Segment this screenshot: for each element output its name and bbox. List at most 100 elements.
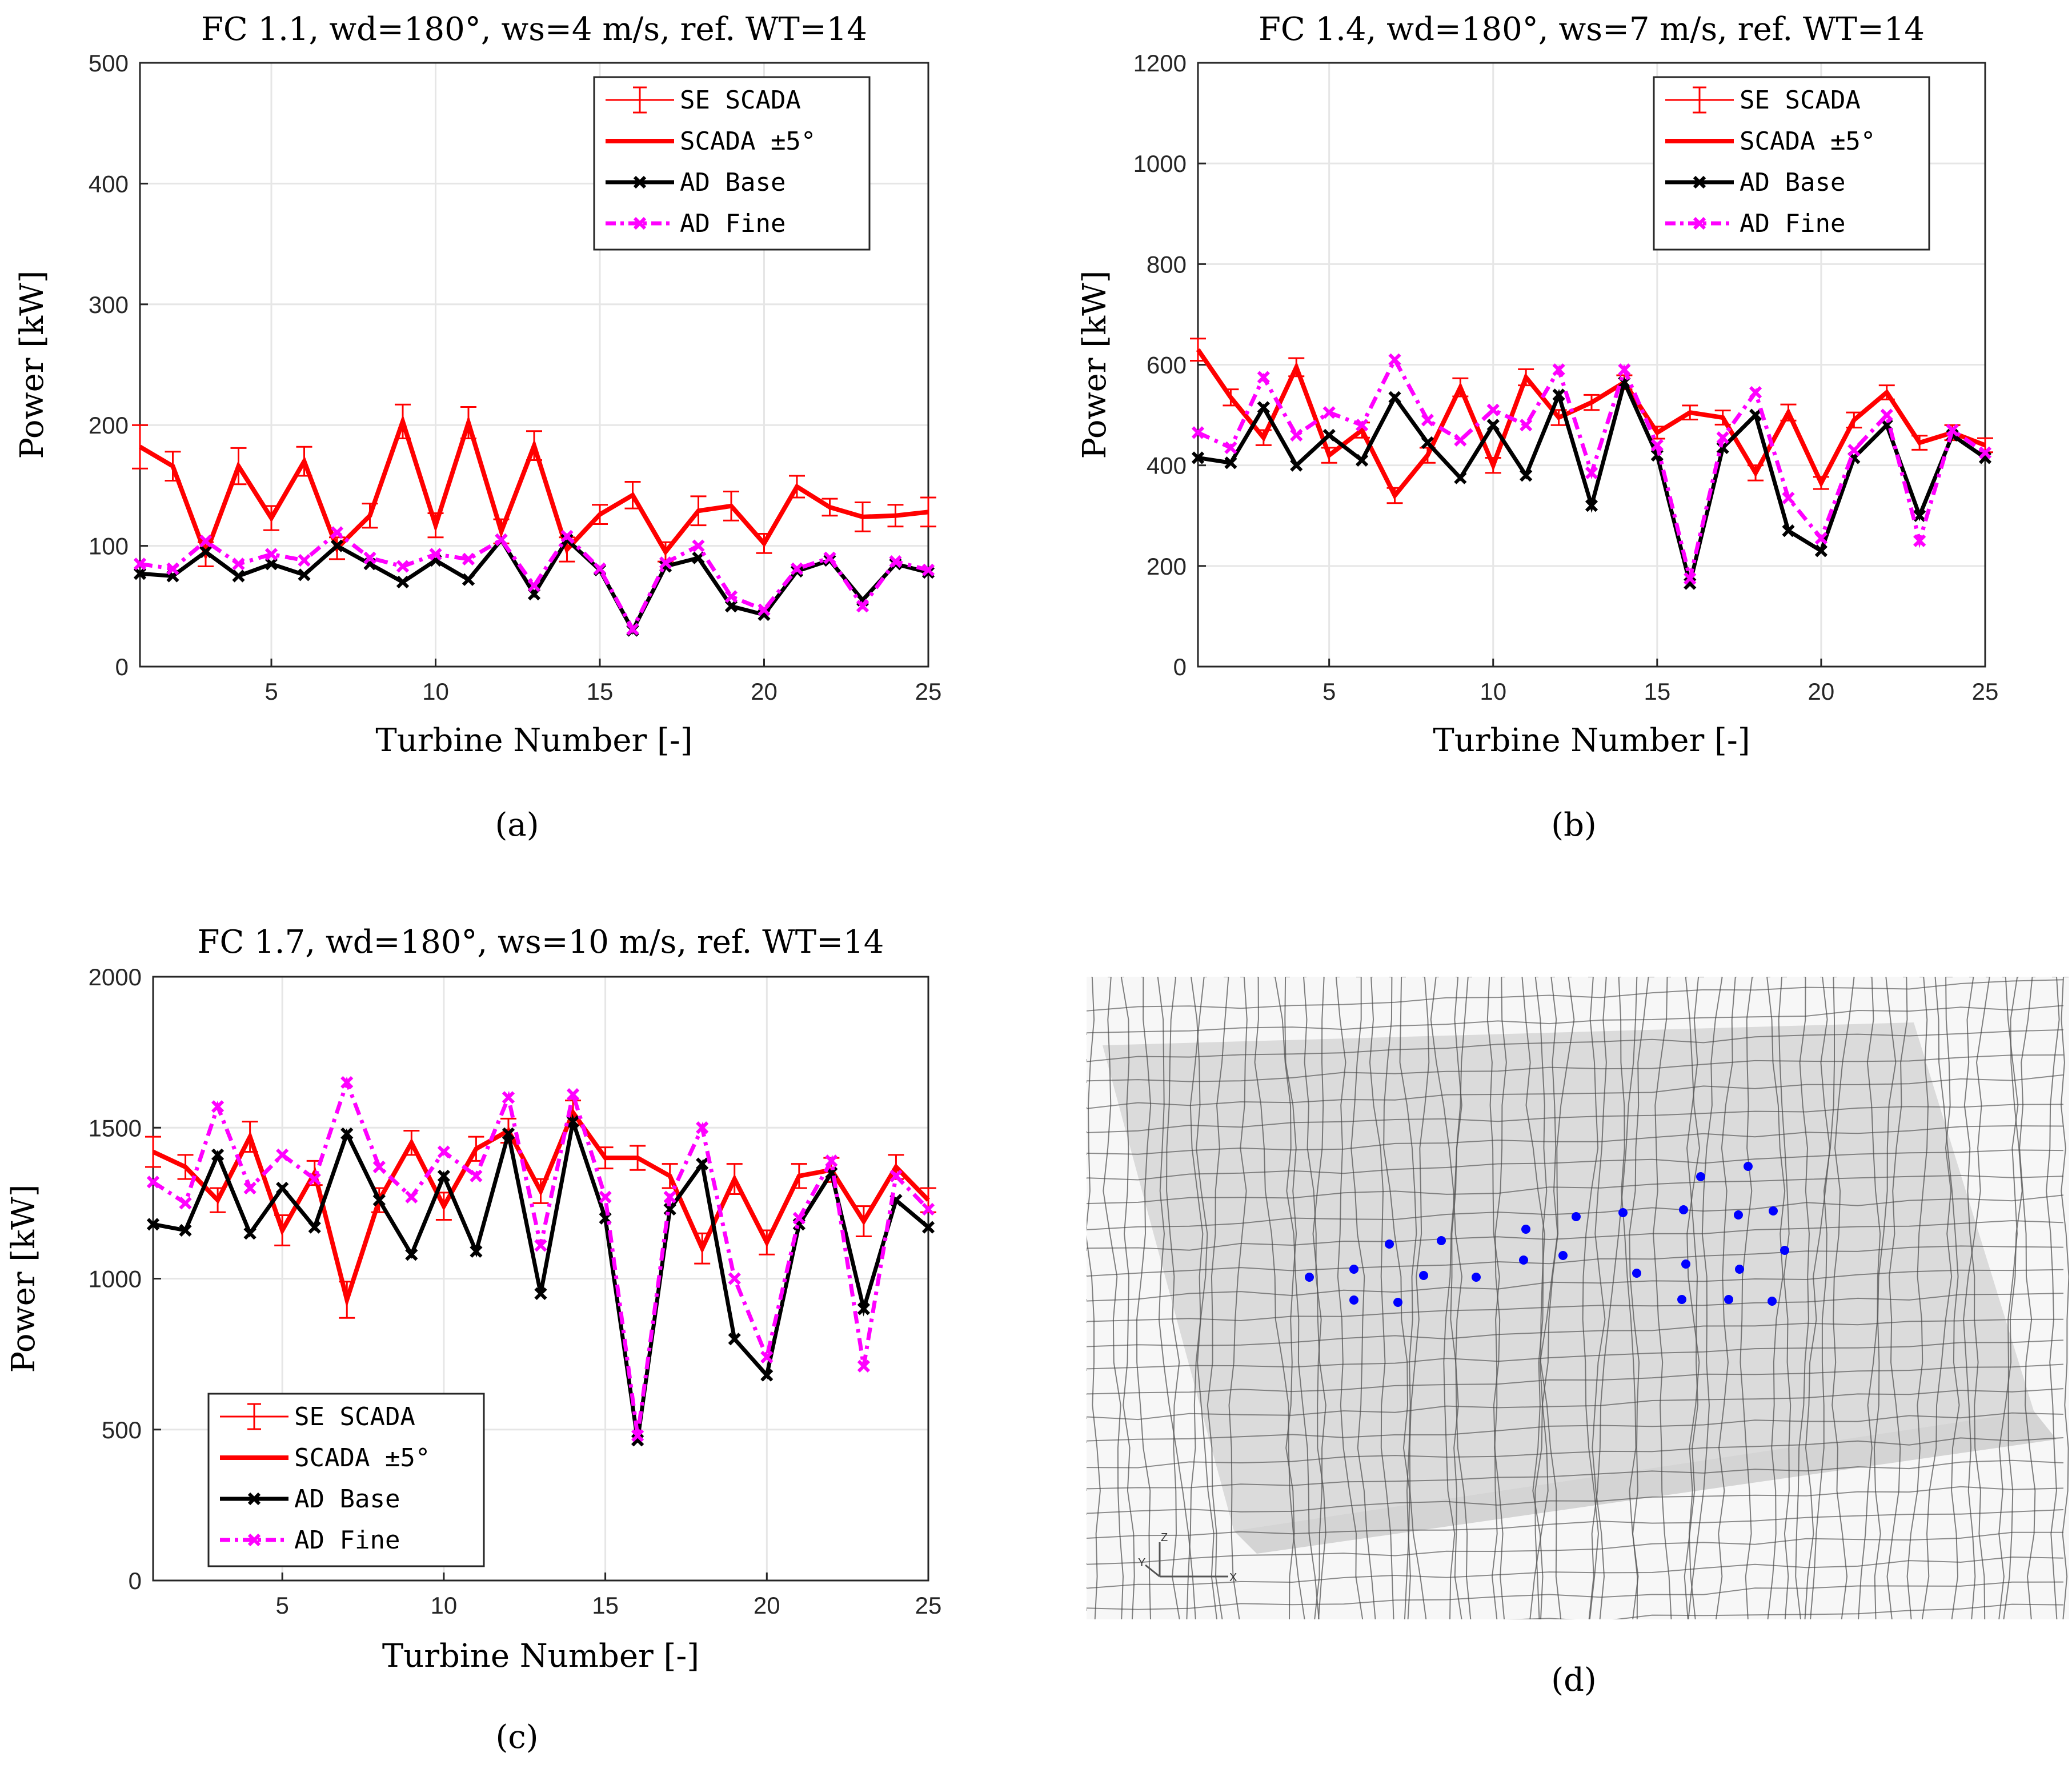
y-tick-label: 2000 [89,964,142,990]
legend-swatch-marker [633,216,647,230]
point [1454,471,1467,484]
y-tick-label: 400 [1147,452,1187,479]
mesh-line-vertical [1873,977,1897,1619]
turbine-dot [1521,1225,1530,1234]
mesh-line-vertical [1383,977,1410,1619]
mesh-line-horizontal [1087,1194,2064,1230]
mesh-line-vertical [1207,977,1229,1619]
point [363,551,376,564]
y-axis-label: Y [1138,1557,1145,1569]
mesh-line-vertical [1715,977,1737,1619]
point [760,1350,774,1364]
legend-entry: SE SCADA [220,1402,415,1431]
turbine-dot [1632,1269,1641,1278]
point [825,1154,838,1168]
point [298,568,311,581]
mesh-line-vertical [1443,977,1462,1619]
y-tick-label: 0 [115,653,129,680]
turbine-dot [1780,1246,1789,1255]
legend-swatch-marker [247,1492,261,1506]
x-axis-label: Turbine Number [-] [1433,722,1750,759]
turbine-dot [1385,1239,1394,1249]
legend-entry: AD Fine [220,1526,400,1555]
point [1716,431,1729,444]
point [599,1190,612,1204]
point [308,1172,321,1186]
mesh-line-vertical [1810,977,1837,1619]
y-axis-label: Power [kW] [14,271,51,459]
mesh-line-horizontal [1087,1459,2064,1491]
legend: SE SCADA SCADA ±5° AD Base AD Fine [207,1393,485,1567]
point [146,1176,160,1189]
y-tick-label: 1000 [89,1266,142,1293]
legend-swatch-marker [1693,175,1706,189]
x-tick-label: 5 [275,1592,288,1619]
mesh-line-horizontal [1087,1029,2064,1062]
turbine-dot [1696,1172,1705,1181]
point [276,1181,289,1195]
turbine-dot [1618,1208,1628,1217]
point [232,569,245,583]
point [1191,426,1205,439]
legend-label: SE SCADA [294,1402,415,1431]
point [1552,363,1565,376]
turbine-dot [1472,1273,1481,1282]
turbine-dot [1519,1255,1528,1265]
point [1913,534,1926,547]
point [921,1202,935,1216]
point [527,579,541,592]
point [1913,509,1926,522]
turbine-markers [1305,1162,1789,1307]
mesh-line-vertical [2019,977,2036,1619]
x-axis-label: Turbine Number [-] [382,1638,699,1675]
point [921,563,935,577]
point [1814,532,1828,545]
mesh-line-vertical [1963,977,1990,1619]
point [566,1088,580,1101]
chart-title: FC 1.7, wd=180°, ws=10 m/s, ref. WT=14 [198,924,884,961]
x-tick-label: 25 [915,1592,942,1619]
mesh-line-vertical [1688,977,1723,1619]
panel-label-c: (c) [495,1719,538,1756]
point [1749,386,1762,399]
point [330,539,344,552]
point [1355,419,1369,432]
series-ad-base-markers [1191,376,1992,590]
y-tick-label: 1200 [1133,50,1187,77]
mesh-line-horizontal [1087,1581,2064,1611]
x-axis-label: X [1229,1571,1237,1584]
point [1224,441,1237,454]
mesh-line-vertical [2046,977,2060,1619]
point [1782,524,1795,537]
point [856,600,869,613]
mesh-line-vertical [1273,977,1320,1619]
mesh-line-horizontal [1087,1074,2064,1109]
y-tick-label: 500 [89,50,129,77]
y-tick-label: 600 [1147,352,1187,379]
point [1257,401,1270,414]
panel-label-a: (a) [495,807,539,844]
mesh-line-horizontal [1087,1437,2064,1469]
x-tick-label: 5 [1322,678,1336,705]
mesh-line-horizontal [1503,1603,2064,1619]
point [792,1212,805,1225]
legend-entry: SCADA ±5° [220,1443,430,1473]
point [199,545,213,559]
legend-swatch-marker [1693,216,1706,230]
point [340,1076,354,1089]
point [179,1197,192,1210]
point [1650,439,1664,452]
chart-a: 5 10 15 20 25 0 100 200 300 400 500 FC 1.1, wd=180°… [14,11,941,759]
x-tick-label: 10 [422,678,449,705]
mesh-line-horizontal [1087,1531,2064,1565]
point [631,1429,644,1442]
point [396,575,410,589]
point [758,603,771,616]
mesh-line-vertical [1302,977,1326,1619]
turbine-dot [1768,1297,1777,1306]
mesh-line-vertical [1740,977,1754,1619]
point [1814,544,1828,557]
point [1618,363,1631,376]
point [1585,499,1598,512]
point [372,1193,386,1207]
